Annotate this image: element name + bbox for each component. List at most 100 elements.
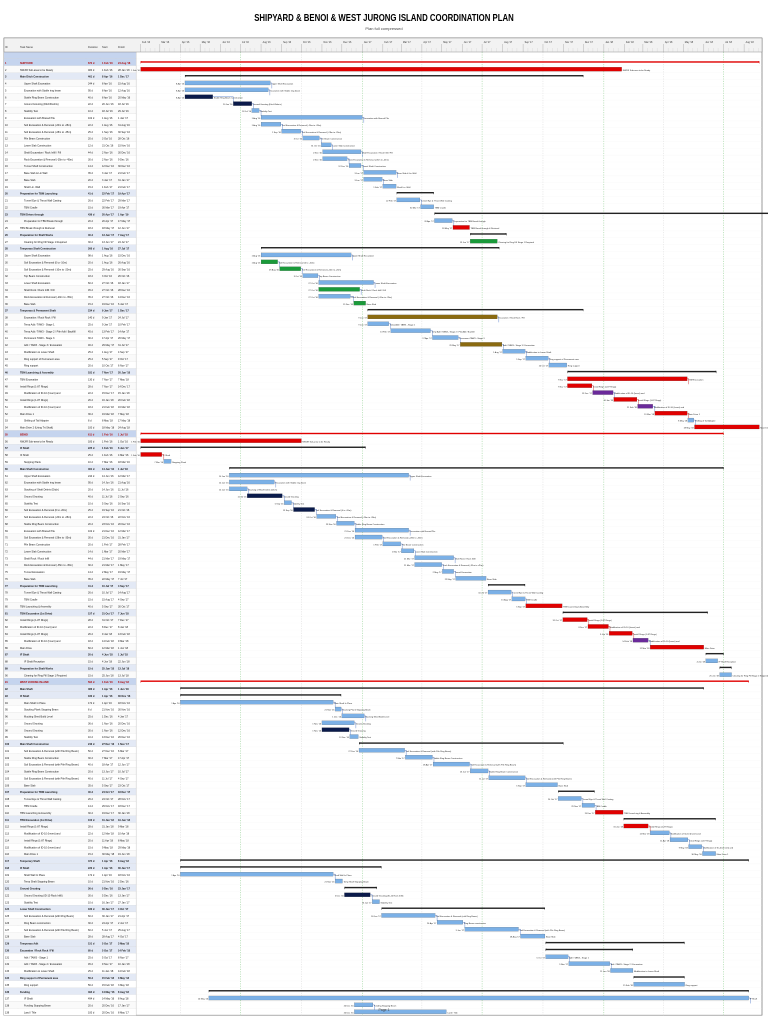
task-id: 104 [5,771,10,774]
bar-name-label: Soil Excavation & Removal (with Pile Rin… [519,929,565,932]
bar-start-label: 11 Jan '18 [600,971,610,973]
task-bar [567,383,593,388]
task-duration: 20 d [88,179,93,182]
task-name: TBM Drives through [20,213,44,216]
summary-cap [633,976,635,979]
task-bar [233,101,252,106]
task-finish: 12 Jun '17 [118,227,130,230]
task-duration: 15 d [88,599,93,602]
task-bar [251,108,260,113]
task-finish: 7 May '18 [118,378,129,381]
task-id: 38 [5,317,8,320]
task-duration: 25 d [88,970,93,973]
task-duration: 102 d [88,117,95,120]
bar-name-label: Base Slab [487,579,497,581]
summary-bar [381,907,545,909]
task-finish: 30 Jan '18 [118,812,130,815]
dependency-link [270,82,273,89]
bar-name-label: Ground Grouting [350,729,366,732]
task-name: Ground Grouting [24,495,43,498]
task-duration: 30 d [88,537,93,540]
bar-start-label: 5 Oct '17 [537,956,546,959]
task-bar [558,796,582,801]
task-duration: 25 d [88,323,93,326]
task-id: 66 [5,509,8,512]
bar-name-label: Land / Title [447,1011,458,1014]
task-finish: 1 Oct '16 [118,440,129,443]
task-start: 21 Nov '16 [102,709,114,712]
task-name: Install Rings (1-87 Rings) [20,399,48,402]
task-start: 27 Oct '16 [102,296,114,299]
task-finish: 24 Aug '18 [118,62,131,65]
task-id: 117 [5,860,10,863]
task-bar [487,589,512,595]
task-start: 31 Jan '18 [102,826,114,829]
table-row [3,51,137,59]
summary-bar [140,446,366,448]
task-finish: 1 Jul '18 [118,468,128,471]
task-bar [293,507,315,512]
task-name: Ring support of Permanent area [24,358,60,361]
task-id: 8 [5,110,7,113]
task-id: 19 [5,186,8,189]
task-name: Soil Excavation & Removal (0 to -20m) [24,509,67,512]
task-finish: 24 Aug '18 [118,427,130,430]
task-duration: 244 d [88,83,95,86]
task-id: 81 [5,612,8,615]
task-duration: 10 d [88,736,93,739]
task-duration: 22 d [88,103,93,106]
task-id: 72 [5,550,8,553]
task-id: 87 [5,654,8,657]
task-start: 9 Jan '17 [102,323,113,326]
dependency-link [372,1004,375,1011]
task-finish: 2 Jun '17 [118,922,129,925]
task-start: 2 Nov '16 [102,158,113,161]
bar-name-label: Modification of ID-10 (Invert) and [670,833,701,836]
task-duration: 20 d [88,220,93,223]
task-start: 19 Dec '17 [102,812,114,815]
task-bar [281,129,301,134]
task-name: Base Slab & Lin Wall [24,172,48,175]
task-bar [318,294,351,299]
task-name: IF Shaft [20,654,29,657]
task-start: 9 Jan '17 [102,310,113,313]
bar-name-label: Base Slab [546,937,556,939]
task-name: TBM Excavation [20,378,39,381]
bar-start-label: 1 Apr '16 [171,874,180,877]
task-finish: 3 May '18 [118,943,130,946]
bar-name-label: Modification to Lower Shaft [526,351,551,354]
dependency-link [594,805,597,811]
task-start: 1 Apr '16 [102,688,113,691]
task-finish: 31 Aug '16 [118,124,130,127]
bar-name-label: Excavation with Stable ring beam [269,89,300,92]
task-bar [260,122,281,127]
task-finish: 8 Aug '18 [118,991,130,994]
dependency-link [333,701,336,708]
task-start: 2 May '17 [102,571,113,574]
task-finish: 10 Jul '17 [118,771,129,774]
bar-name-label: Ring support [686,984,698,987]
summary-bar [180,866,382,868]
bar-name-label: Adit / TAW3 - Stage 2 / Excavation [611,963,644,966]
summary-cap [747,990,749,993]
month-label: Aug '17 [504,41,513,44]
bar-start-label: 20 Dec '16 [344,1012,355,1014]
task-start: 25 Jun '18 [102,667,115,670]
bar-start-label: 28 Aug '17 [510,936,521,939]
bar-start-label: 27 Oct '16 [308,282,318,285]
task-start: 13 Feb '17 [102,330,114,333]
bar-start-label: 1 Feb '16 [131,441,140,443]
task-finish: 12 Mar '17 [118,475,130,478]
task-start: 11 Apr '18 [102,839,114,842]
bar-name-label: Modification of ID-10 (Invert) and [703,846,734,849]
task-start: 24 Apr '17 [102,922,114,925]
task-finish: 4 Oct '17 [118,908,129,911]
task-finish: 18 Jan '17 [118,282,130,285]
month-label: Jun '17 [464,41,472,44]
task-finish: 26 Dec '16 [118,736,130,739]
task-name: Excavation with Stable ring beam [24,482,61,485]
task-id: 121 [5,888,10,891]
task-start: 19 Dec '16 [102,303,114,306]
task-duration: 44 d [88,151,93,154]
task-start: 5 Sep '17 [102,358,113,361]
